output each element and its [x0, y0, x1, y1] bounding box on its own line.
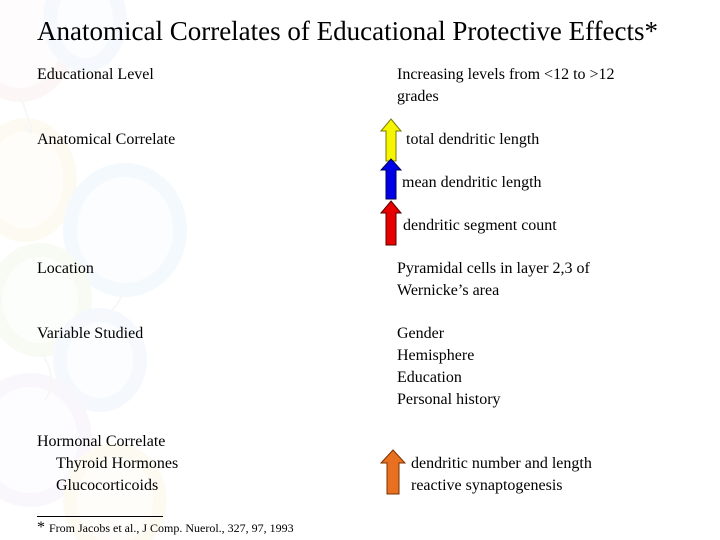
- educational-level-label: Educational Level: [37, 66, 154, 83]
- variable-item: Education: [397, 369, 462, 386]
- footnote-divider: [37, 516, 163, 517]
- variable-studied-label: Variable Studied: [37, 325, 144, 342]
- hormonal-value-line2: reactive synaptogenesis: [411, 477, 563, 494]
- arrow-blue-shape: [380, 158, 402, 200]
- anatomical-item-mean-length: mean dendritic length: [402, 174, 542, 191]
- hormonal-sub-item: Glucocorticoids: [56, 477, 159, 494]
- hormonal-value: dendritic number and length reactive syn…: [411, 453, 592, 497]
- arrow-orange-shape: [380, 449, 406, 495]
- up-arrow-icon: [380, 200, 402, 246]
- hormonal-correlate-label: Hormonal Correlate: [37, 433, 166, 450]
- location-value: Pyramidal cells in layer 2,3 of Wernicke…: [397, 258, 590, 302]
- anatomical-item-segment-count: dendritic segment count: [403, 217, 557, 234]
- anatomical-item-total-length: total dendritic length: [406, 131, 540, 148]
- variable-item: Gender: [397, 325, 445, 342]
- up-arrow-icon: [380, 449, 406, 495]
- hormonal-value-line1: dendritic number and length: [411, 455, 592, 472]
- educational-level-value-line1: Increasing levels from <12 to >12: [397, 66, 615, 83]
- location-value-line1: Pyramidal cells in layer 2,3 of: [397, 260, 590, 277]
- hormonal-sub-item: Thyroid Hormones: [56, 455, 179, 472]
- variable-studied-list: Gender Hemisphere Education Personal his…: [397, 323, 501, 411]
- footnote-marker: *: [37, 519, 45, 536]
- educational-level-value-line2: grades: [397, 88, 439, 105]
- hormonal-correlate-block: Hormonal Correlate Thyroid Hormones Gluc…: [37, 431, 178, 497]
- location-value-line2: Wernicke’s area: [397, 282, 500, 299]
- up-arrow-icon: [380, 118, 402, 162]
- arrow-yellow-shape: [380, 118, 402, 162]
- footnote: * From Jacobs et al., J Comp. Nuerol., 32…: [37, 519, 294, 537]
- up-arrow-icon: [380, 158, 402, 200]
- footnote-text: From Jacobs et al., J Comp. Nuerol., 327…: [49, 521, 294, 535]
- variable-item: Hemisphere: [397, 347, 475, 364]
- slide-title: Anatomical Correlates of Educational Pro…: [37, 16, 659, 46]
- arrow-red-shape: [380, 200, 402, 246]
- educational-level-value: Increasing levels from <12 to >12 grades: [397, 64, 615, 108]
- anatomical-correlate-label: Anatomical Correlate: [37, 131, 176, 148]
- variable-item: Personal history: [397, 391, 501, 408]
- location-label: Location: [37, 260, 94, 277]
